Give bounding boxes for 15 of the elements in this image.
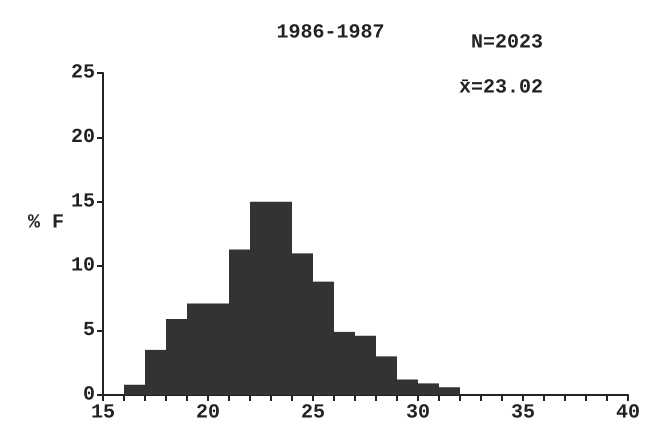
annotation: x̄=23.02 — [458, 76, 543, 100]
chart-title: 1986-1987 — [276, 22, 385, 44]
y-tick-label: 15 — [70, 190, 95, 214]
text: N=2023 — [470, 32, 544, 54]
x-tick-label: 20 — [196, 402, 220, 424]
x-tick-label: 40 — [616, 402, 640, 424]
x-tick-label: 25 — [300, 402, 326, 424]
x-tick-label: 30 — [406, 402, 430, 424]
x-tick-label: 35 — [510, 402, 536, 424]
y-tick-label: 20 — [70, 126, 95, 149]
y-tick-label: 5 — [82, 319, 95, 342]
y-tick-label: 0 — [82, 384, 95, 406]
y-tick-label: 10 — [70, 254, 95, 278]
y-tick-label: 25 — [70, 62, 95, 84]
y-axis-title: % F — [28, 212, 64, 234]
